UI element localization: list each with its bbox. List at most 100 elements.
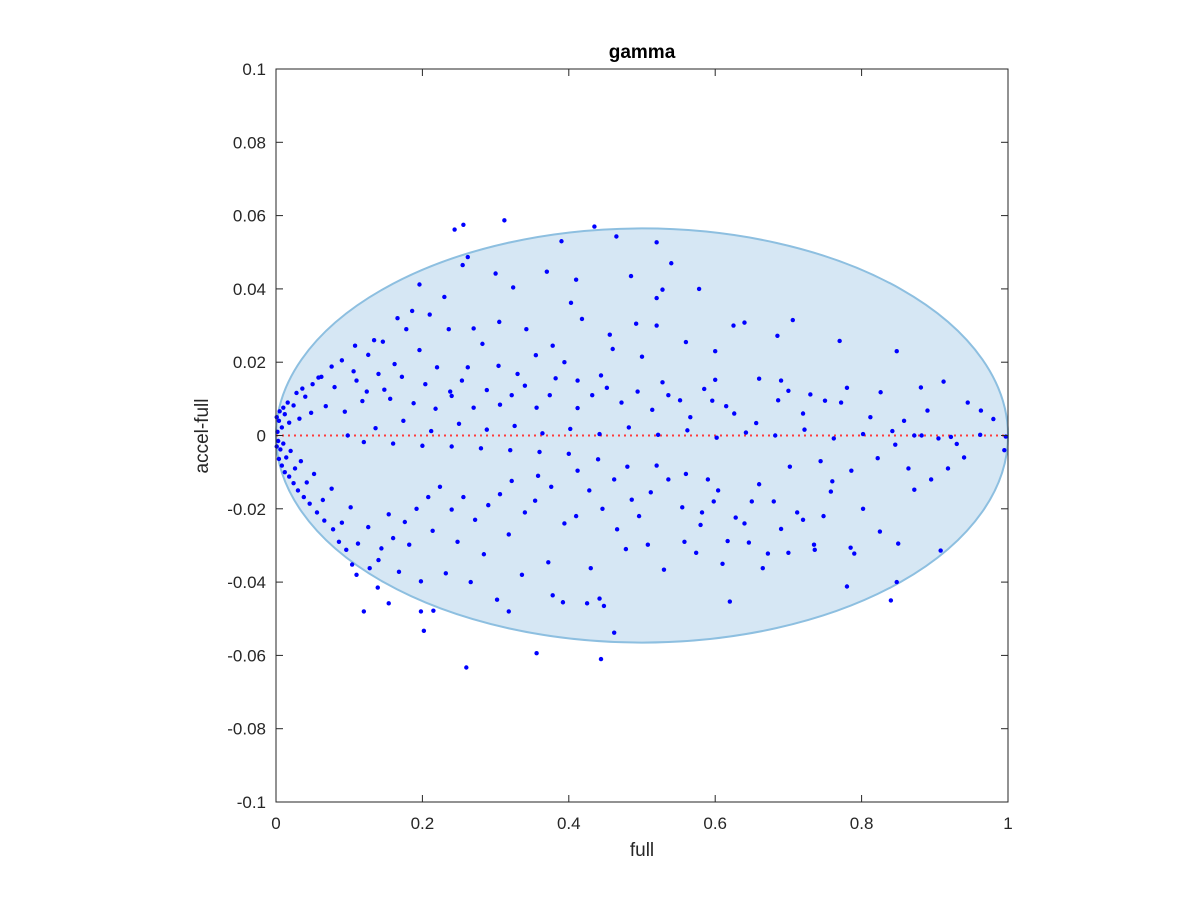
data-point <box>376 371 381 377</box>
data-point <box>497 402 503 407</box>
x-tick-label: 0.4 <box>557 814 581 833</box>
data-point <box>714 435 719 440</box>
data-point <box>332 384 337 390</box>
data-point <box>323 403 328 409</box>
y-tick-label: -0.08 <box>227 720 266 739</box>
data-point <box>375 585 380 590</box>
data-point <box>685 428 690 433</box>
data-point <box>402 519 408 525</box>
data-point <box>893 442 898 447</box>
data-point <box>778 378 784 383</box>
data-point <box>559 239 564 244</box>
data-point <box>281 405 286 410</box>
data-point <box>465 365 470 370</box>
data-point <box>443 571 449 576</box>
data-point <box>948 434 954 440</box>
data-point <box>619 400 624 405</box>
data-point <box>830 479 835 484</box>
data-point <box>311 471 317 477</box>
data-point <box>417 347 422 353</box>
x-tick-label: 0.6 <box>703 814 727 833</box>
data-point <box>756 482 762 487</box>
data-point <box>301 494 307 500</box>
data-point <box>787 464 793 469</box>
data-point <box>330 527 336 532</box>
data-point <box>601 603 607 609</box>
data-point <box>654 323 659 328</box>
data-point <box>392 361 397 367</box>
data-point <box>278 447 283 452</box>
data-point <box>592 224 597 229</box>
data-point <box>906 466 911 471</box>
data-point <box>749 499 754 504</box>
data-point <box>524 327 529 332</box>
data-point <box>376 557 381 563</box>
data-point <box>655 432 661 437</box>
data-point <box>928 477 934 482</box>
data-point <box>471 326 476 331</box>
data-point <box>276 418 282 424</box>
data-point <box>534 651 539 656</box>
data-point <box>354 378 359 383</box>
data-point <box>396 569 402 575</box>
data-point <box>562 360 567 365</box>
data-point <box>344 547 349 553</box>
data-point <box>961 455 967 460</box>
data-point <box>506 532 511 537</box>
data-point <box>698 522 703 528</box>
data-point <box>611 477 617 482</box>
data-point <box>286 474 292 479</box>
data-point <box>533 353 539 358</box>
data-point <box>828 489 834 494</box>
data-point <box>610 346 615 352</box>
data-point <box>319 374 324 380</box>
data-point <box>756 376 762 381</box>
data-point <box>560 600 566 605</box>
data-point <box>336 539 342 544</box>
data-point <box>894 579 899 585</box>
data-point <box>322 518 327 523</box>
data-point <box>614 527 620 532</box>
data-point <box>688 414 693 420</box>
data-point <box>386 601 391 606</box>
data-point <box>765 551 771 556</box>
data-point <box>720 561 725 566</box>
data-point <box>547 392 552 398</box>
data-point <box>291 480 296 486</box>
data-point <box>553 376 558 381</box>
y-tick-label: -0.1 <box>237 793 266 812</box>
data-point <box>878 390 883 395</box>
data-point <box>743 430 749 435</box>
y-tick-label: -0.02 <box>227 500 266 519</box>
data-point <box>535 473 541 479</box>
data-point <box>446 327 451 332</box>
data-point <box>1002 447 1007 453</box>
data-point <box>540 431 545 436</box>
data-point <box>633 321 639 326</box>
data-point <box>890 428 895 434</box>
data-point <box>395 316 400 321</box>
data-point <box>568 300 574 306</box>
data-point <box>611 630 617 635</box>
y-tick-label: 0.02 <box>233 353 266 372</box>
data-point <box>515 371 520 377</box>
data-point <box>550 343 555 348</box>
data-point <box>339 520 345 525</box>
data-point <box>345 433 350 438</box>
data-point <box>320 497 326 503</box>
data-point <box>480 341 485 347</box>
data-point <box>775 398 781 403</box>
data-point <box>635 389 640 394</box>
data-point <box>496 363 501 369</box>
data-point <box>288 448 293 454</box>
data-point <box>711 499 716 504</box>
y-tick-label: 0 <box>257 427 266 446</box>
data-point <box>414 506 419 511</box>
data-point <box>566 451 571 457</box>
data-point <box>522 383 528 388</box>
data-point <box>600 506 605 511</box>
data-point <box>598 373 604 378</box>
data-point <box>550 593 555 598</box>
data-point <box>818 458 823 464</box>
x-axis-label: full <box>630 840 654 861</box>
